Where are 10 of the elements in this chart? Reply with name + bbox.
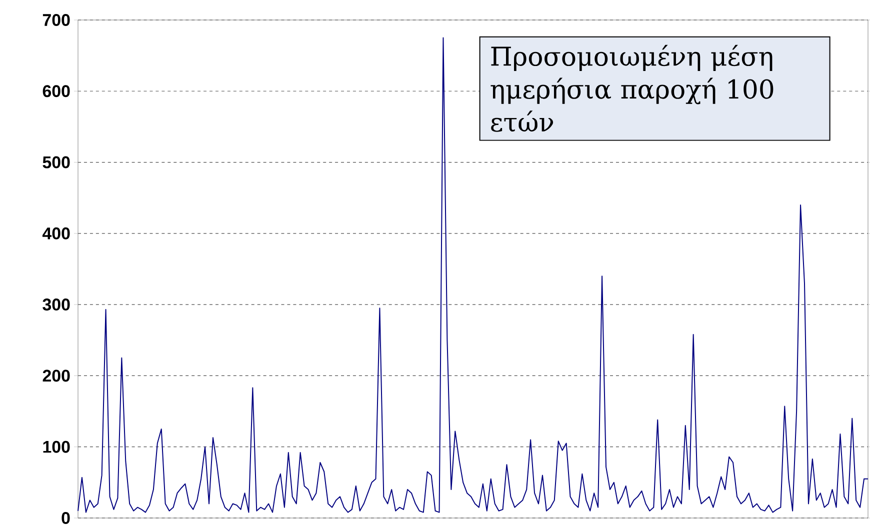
y-tick-label: 500 bbox=[42, 156, 70, 168]
y-tick-label: 600 bbox=[42, 85, 70, 98]
y-tick-label: 700 bbox=[42, 14, 70, 26]
y-tick-label: 100 bbox=[43, 440, 70, 453]
annotation: Προσομοιωμένη μέση ημερήσια παροχή 100 ετών bbox=[490, 44, 774, 132]
y-tick-label: 400 bbox=[42, 227, 70, 240]
y-tick-label: 300 bbox=[42, 298, 70, 311]
line-series bbox=[78, 37, 869, 513]
y-tick-label: 0 bbox=[62, 512, 70, 524]
y-tick-label: 200 bbox=[42, 370, 70, 382]
